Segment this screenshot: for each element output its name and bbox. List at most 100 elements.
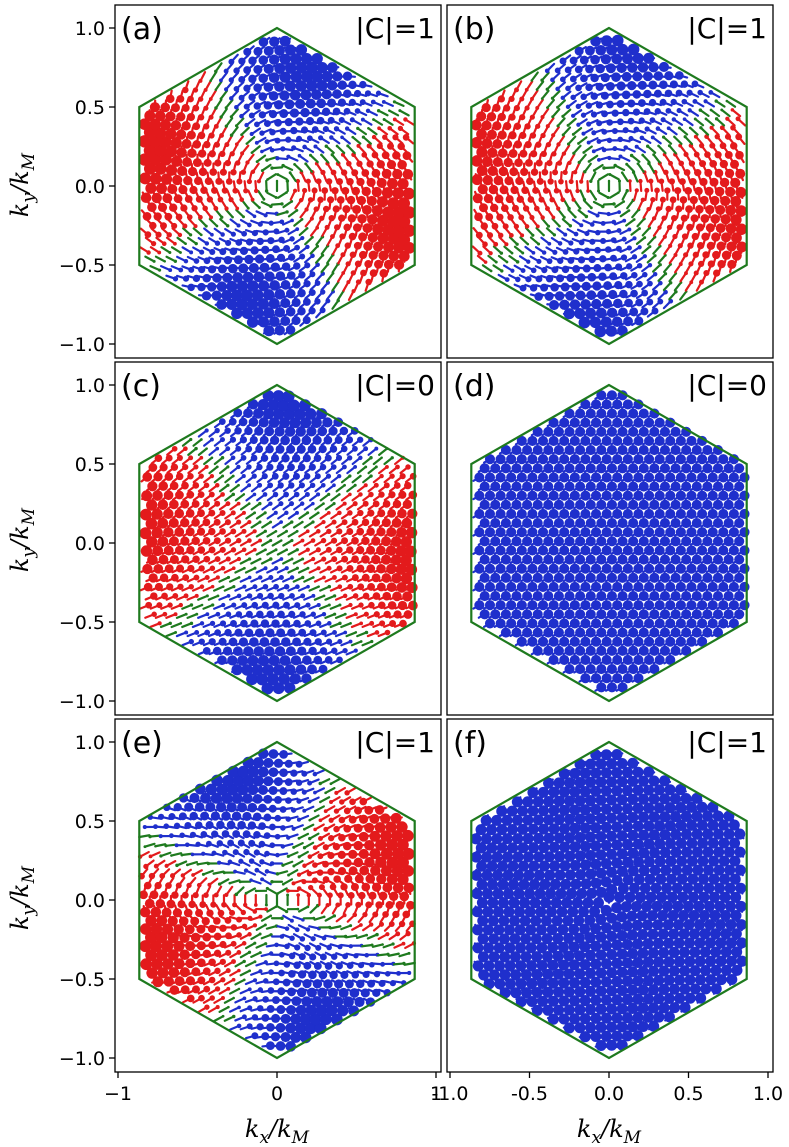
arrow-head bbox=[316, 98, 326, 109]
arrow-head bbox=[246, 316, 259, 328]
arrow-head bbox=[734, 481, 745, 492]
arrow-head bbox=[553, 554, 564, 565]
arrow-head bbox=[595, 45, 607, 56]
arrow-head bbox=[691, 499, 702, 510]
arrow-head bbox=[368, 250, 378, 260]
arrow-head bbox=[326, 528, 332, 535]
arrow-head bbox=[197, 149, 207, 158]
arrow-head bbox=[472, 193, 483, 204]
arrow-mark bbox=[241, 199, 250, 210]
arrow-head bbox=[506, 508, 517, 519]
arrow-head bbox=[714, 99, 718, 103]
arrow-head bbox=[601, 204, 605, 209]
arrow-head bbox=[703, 99, 708, 104]
arrow-head bbox=[636, 263, 643, 269]
arrow-head bbox=[616, 99, 625, 108]
arrow-head bbox=[716, 241, 726, 251]
arrow-head bbox=[221, 474, 225, 478]
arrow-head bbox=[311, 187, 318, 194]
arrow-head bbox=[349, 622, 352, 625]
arrow-head bbox=[289, 673, 301, 685]
arrow-head bbox=[638, 554, 649, 565]
arrow-mark bbox=[573, 199, 582, 210]
arrow-head bbox=[397, 508, 407, 519]
arrow-head bbox=[184, 612, 188, 616]
arrow-head bbox=[225, 556, 231, 562]
arrow-head bbox=[727, 259, 737, 269]
arrow-head bbox=[476, 165, 488, 177]
arrow-head bbox=[408, 490, 418, 500]
arrow-head bbox=[390, 456, 394, 460]
arrow-head bbox=[376, 527, 386, 537]
arrow-head bbox=[226, 280, 238, 293]
arrow-head bbox=[327, 98, 337, 108]
arrow-head bbox=[219, 620, 227, 627]
arrow-head bbox=[158, 481, 169, 491]
arrow-head bbox=[260, 619, 270, 628]
arrow-head bbox=[266, 178, 269, 181]
arrow-head bbox=[263, 101, 273, 110]
arrow-head bbox=[267, 673, 280, 686]
arrow-mark bbox=[372, 456, 383, 466]
arrow-head bbox=[627, 227, 632, 232]
arrow-mark bbox=[144, 255, 156, 263]
arrow-head bbox=[295, 208, 299, 212]
arrow-head bbox=[596, 536, 607, 547]
arrow-head bbox=[535, 141, 542, 148]
arrow-head bbox=[290, 557, 294, 561]
arrow-head bbox=[366, 143, 372, 149]
arrow-head bbox=[295, 227, 300, 232]
arrow-head bbox=[377, 126, 381, 131]
arrow-head bbox=[621, 53, 634, 65]
arrow-head bbox=[516, 508, 527, 519]
arrow-head bbox=[735, 116, 741, 122]
arrow-head bbox=[293, 491, 300, 498]
arrow-head bbox=[301, 187, 308, 194]
arrow-head bbox=[216, 594, 220, 598]
arrow-head bbox=[348, 492, 352, 497]
arrow-head bbox=[200, 603, 204, 607]
arrow-mark bbox=[212, 585, 225, 592]
arrow-head bbox=[322, 126, 329, 133]
arrow-head bbox=[289, 501, 295, 507]
arrow-head bbox=[164, 472, 174, 481]
arrow-head bbox=[309, 153, 312, 157]
arrow-head bbox=[590, 73, 599, 83]
arrow-head bbox=[628, 645, 639, 656]
arrow-head bbox=[675, 205, 683, 213]
arrow-head bbox=[246, 178, 253, 185]
arrow-mark bbox=[641, 153, 651, 164]
arrow-head bbox=[225, 239, 232, 246]
arrow-head bbox=[362, 223, 373, 234]
arrow-head bbox=[590, 527, 602, 538]
arrow-head bbox=[206, 196, 214, 203]
arrow-head bbox=[665, 205, 672, 212]
arrow-head bbox=[286, 444, 296, 454]
arrow-head bbox=[263, 511, 267, 515]
arrow-head bbox=[245, 160, 250, 165]
arrow-head bbox=[600, 54, 612, 65]
arrow-head bbox=[155, 231, 162, 238]
arrow-head bbox=[549, 197, 555, 203]
arrow-head bbox=[309, 482, 316, 489]
arrow-mark bbox=[662, 135, 673, 145]
arrow-head bbox=[175, 545, 185, 555]
arrow-head bbox=[633, 508, 644, 519]
arrow-head bbox=[515, 276, 521, 283]
arrow-head bbox=[290, 200, 294, 203]
arrow-head bbox=[176, 147, 187, 158]
arrow-head bbox=[274, 325, 285, 336]
arrow-head bbox=[170, 137, 182, 149]
arrow-mark bbox=[503, 245, 514, 255]
arrow-head bbox=[332, 502, 336, 506]
arrow-head bbox=[191, 500, 200, 508]
arrow-mark bbox=[293, 163, 303, 173]
arrow-head bbox=[471, 174, 483, 186]
arrow-head bbox=[543, 591, 554, 602]
arrow-head bbox=[285, 529, 289, 533]
arrow-head bbox=[508, 95, 515, 103]
arrow-head bbox=[500, 536, 511, 547]
arrow-head bbox=[279, 557, 284, 561]
arrow-head bbox=[527, 508, 538, 519]
arrow-head bbox=[701, 232, 710, 241]
